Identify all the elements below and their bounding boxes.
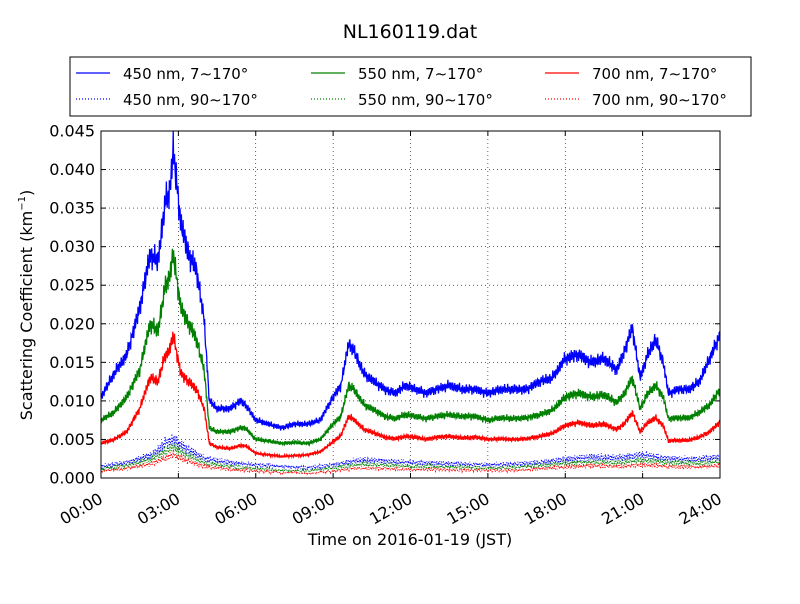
legend: 450 nm, 7∼170° 550 nm, 7∼170° 700 nm, 7∼17… <box>69 56 752 117</box>
series-line-2 <box>100 433 721 472</box>
y-tick-label: 0.030 <box>49 237 95 256</box>
legend-items: 450 nm, 7∼170° 550 nm, 7∼170° 700 nm, 7∼17… <box>76 65 727 109</box>
y-axis-label-superscript: −1 <box>17 196 28 211</box>
chart-title: NL160119.dat <box>343 21 478 43</box>
legend-label-4: 550 nm, 90∼170° <box>358 91 493 109</box>
legend-label-2: 450 nm, 90∼170° <box>123 91 258 109</box>
series-line-4 <box>100 442 721 474</box>
y-tick-label: 0.045 <box>49 122 95 141</box>
y-tick-label: 0.040 <box>49 160 95 179</box>
y-tick-label: 0.020 <box>49 314 95 333</box>
y-axis-label-main: Scattering Coefficient (km <box>17 211 36 421</box>
series-layer <box>100 131 721 476</box>
legend-label-5: 700 nm, 7∼170° <box>592 65 717 83</box>
legend-label-1: 450 nm, 7∼170° <box>123 65 248 83</box>
legend-label-3: 550 nm, 7∼170° <box>358 65 483 83</box>
y-axis-label-close: ) <box>17 190 36 196</box>
legend-label-6: 700 nm, 90∼170° <box>592 91 727 109</box>
y-axis-label: Scattering Coefficient (km−1) <box>17 190 36 421</box>
y-tick-label: 0.000 <box>49 469 95 488</box>
y-tick-label: 0.015 <box>49 353 95 372</box>
y-tick-label: 0.035 <box>49 199 95 218</box>
x-axis-label: Time on 2016-01-19 (JST) <box>307 530 512 549</box>
series-line-1 <box>100 131 721 431</box>
legend-frame <box>69 56 752 117</box>
series-line-3 <box>100 248 721 447</box>
y-tick-label: 0.005 <box>49 430 95 449</box>
series-line-5 <box>100 331 721 460</box>
series-line-6 <box>100 450 721 476</box>
y-tick-label: 0.025 <box>49 276 95 295</box>
y-tick-label: 0.010 <box>49 391 95 410</box>
